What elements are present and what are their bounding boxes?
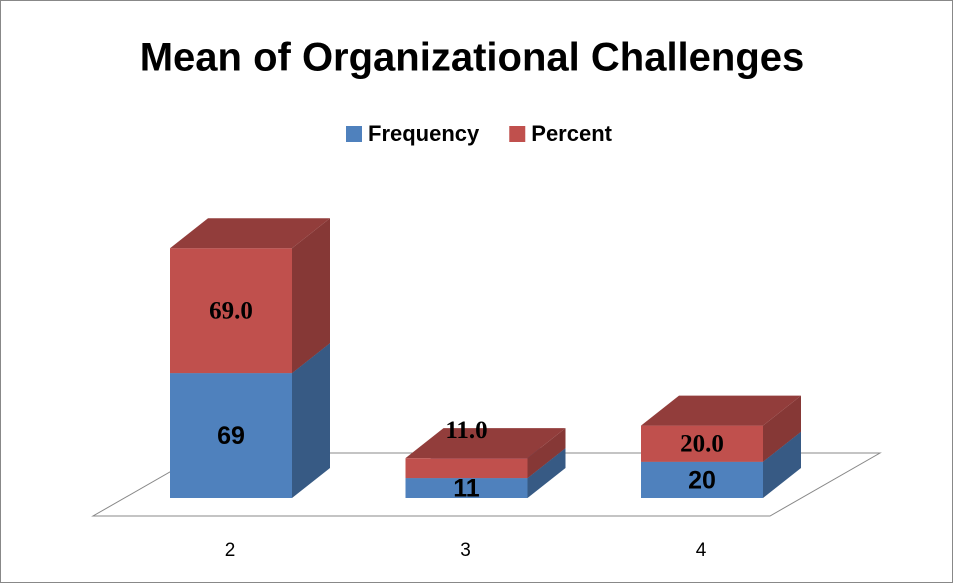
bar-side [763, 431, 801, 498]
data-label: 69.0 [209, 297, 253, 324]
bar-front [405, 478, 528, 498]
chart-title: Mean of Organizational Challenges [140, 36, 805, 80]
bar-front [405, 458, 528, 479]
bar-side [763, 395, 801, 462]
bar-front [641, 425, 763, 462]
bar-front [170, 248, 292, 374]
bar-top [405, 428, 566, 459]
data-label: 69 [217, 422, 245, 450]
x-tick-label: 4 [696, 540, 707, 561]
bar-top [170, 218, 330, 249]
bar-front [641, 461, 763, 498]
bar-segment [641, 395, 801, 462]
x-tick-label: 2 [225, 540, 236, 561]
data-label: 20 [688, 467, 716, 495]
bar-side [292, 218, 330, 374]
bar-segment [170, 218, 330, 374]
legend-swatch [346, 126, 362, 142]
legend-label: Percent [531, 121, 612, 146]
data-label: 20.0 [680, 430, 724, 457]
legend-swatch [509, 126, 526, 142]
data-label: 11.0 [445, 417, 487, 444]
legend-label: Frequency [368, 121, 480, 146]
x-tick-label: 3 [460, 540, 471, 561]
data-label: 11 [453, 475, 480, 503]
bar-top [641, 395, 801, 426]
bar-segment [405, 428, 566, 479]
bar-front [170, 373, 292, 498]
bar-side [292, 343, 330, 498]
bar-side [527, 428, 566, 479]
bar-side [527, 448, 566, 498]
